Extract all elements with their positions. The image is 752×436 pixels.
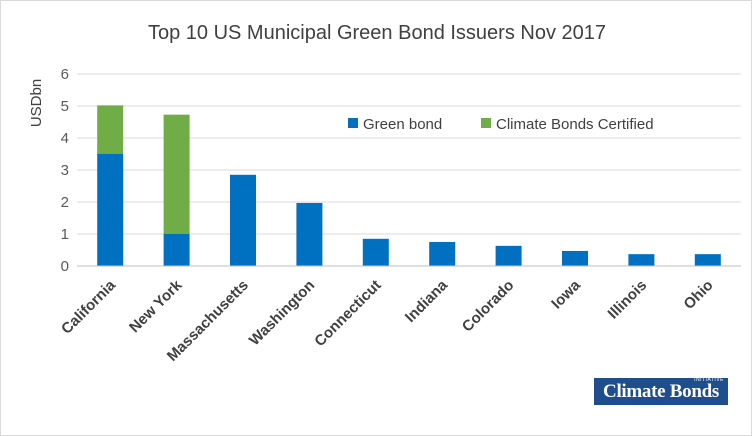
x-tick-label: Washington <box>246 277 318 349</box>
logo-text: Climate Bonds <box>603 381 719 402</box>
bar-green-bond-colorado <box>495 245 522 266</box>
x-tick-label: Iowa <box>548 276 584 312</box>
bar-green-bond-connecticut <box>362 238 389 266</box>
legend-label-green-bond: Green bond <box>363 116 442 133</box>
y-tick-label: 4 <box>61 130 69 147</box>
bar-climate-bonds-certified-california <box>97 105 124 154</box>
bar-green-bond-illinois <box>628 254 655 266</box>
bar-green-bond-iowa <box>562 250 588 266</box>
x-tick-label: California <box>58 276 119 337</box>
y-axis-ticks: 0 1 2 3 4 5 6 <box>61 66 69 275</box>
y-tick-label: 1 <box>61 226 69 243</box>
bar-green-bond-massachusetts <box>230 174 256 266</box>
climate-bonds-logo: Climate Bonds INITIATIVE <box>594 377 728 405</box>
bar-green-bond-california <box>97 154 124 266</box>
y-tick-label: 6 <box>61 66 69 83</box>
legend-label-climate-bonds-certified: Climate Bonds Certified <box>496 116 654 133</box>
x-tick-label: Ohio <box>680 277 716 313</box>
bar-climate-bonds-certified-new-york <box>163 114 190 234</box>
y-tick-label: 3 <box>61 162 69 179</box>
x-tick-label: Illinois <box>605 277 651 323</box>
x-axis-ticks: California New YorkMassachusettsWashingto… <box>58 276 717 365</box>
bar-green-bond-ohio <box>694 254 721 266</box>
bar-green-bond-new-york <box>163 234 190 266</box>
bar-green-bond-washington <box>296 202 323 266</box>
x-tick-label: Colorado <box>459 277 518 336</box>
chart-title: Top 10 US Municipal Green Bond Issuers N… <box>148 22 606 44</box>
legend: Green bond Climate Bonds Certified <box>348 116 654 133</box>
x-tick-label: Connecticut <box>311 277 384 350</box>
legend-swatch-climate-bonds-certified <box>481 118 491 128</box>
y-axis-label: USDbn <box>28 79 45 127</box>
y-tick-label: 2 <box>61 194 69 211</box>
bar-green-bond-indiana <box>429 242 456 266</box>
x-tick-label: Indiana <box>402 276 452 326</box>
y-tick-label: 5 <box>61 98 69 115</box>
logo-small-text: INITIATIVE <box>694 377 724 383</box>
bars <box>97 105 721 266</box>
x-tick-label: New York <box>126 276 186 336</box>
legend-swatch-green-bond <box>348 118 358 128</box>
y-tick-label: 0 <box>61 258 69 275</box>
